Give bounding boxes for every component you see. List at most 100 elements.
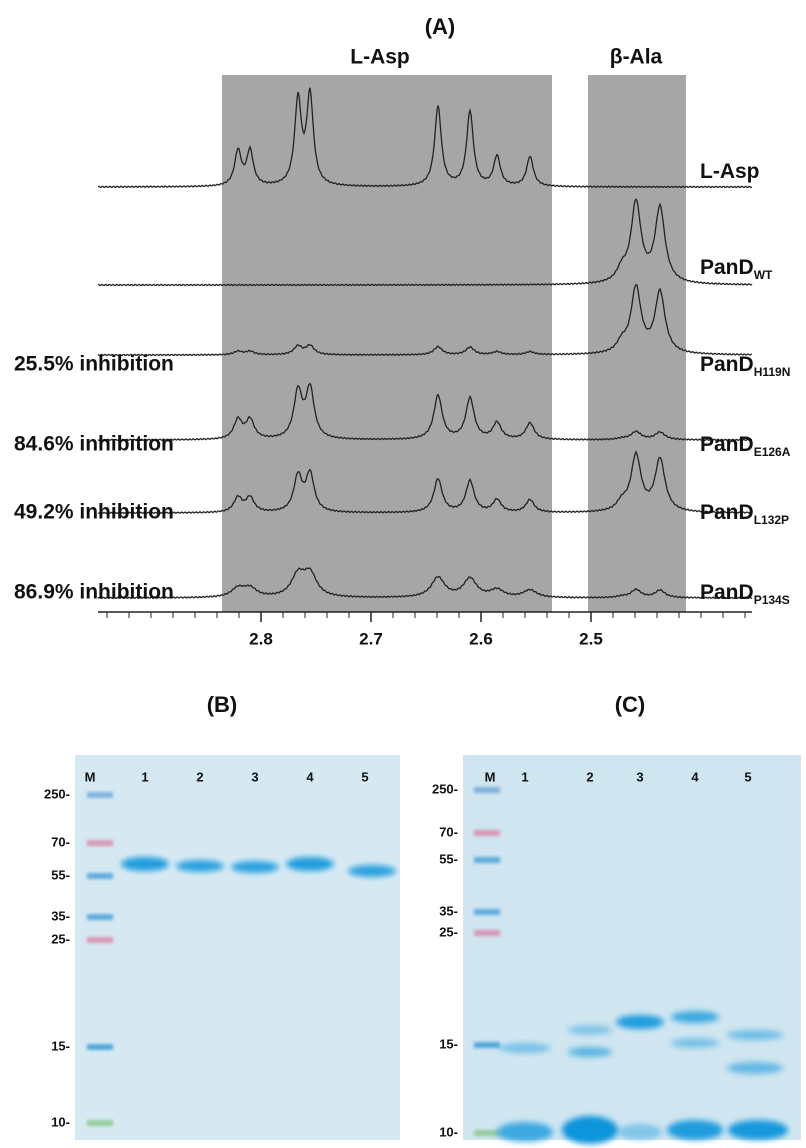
trace-name: PanD (700, 433, 754, 456)
protein-band (727, 1062, 783, 1074)
x-tick-label: 2.5 (579, 629, 603, 648)
ladder-band (474, 787, 500, 793)
region-label: L-Asp (350, 46, 410, 69)
inhibition-label: 86.9% inhibition (14, 581, 174, 604)
b-ala-region (588, 75, 686, 612)
marker-label: 10- (439, 1124, 458, 1139)
marker-label: 250- (432, 781, 458, 796)
spectrum-trace (97, 450, 753, 515)
protein-band (348, 865, 396, 877)
trace-name: PanD (700, 501, 754, 524)
lane-label: 3 (636, 769, 643, 784)
lane-label: 5 (361, 769, 368, 784)
trace-subscript: H119N (754, 365, 791, 379)
gel-c (463, 755, 801, 1140)
ladder-band (474, 830, 500, 836)
trace-label: PanDH119N (700, 353, 790, 380)
ladder-band (87, 914, 113, 920)
marker-label: 25- (51, 931, 70, 946)
protein-band (618, 1124, 662, 1140)
trace-name: L-Asp (700, 160, 760, 183)
spectrum-trace (97, 283, 753, 357)
inhibition-label: 84.6% inhibition (14, 433, 174, 456)
protein-band (568, 1025, 612, 1035)
marker-label: 35- (51, 908, 70, 923)
lane-label: M (485, 769, 496, 784)
ladder-band (474, 1130, 500, 1136)
ladder-band (87, 1120, 113, 1126)
marker-label: 35- (439, 903, 458, 918)
trace-label: PanDL132P (700, 501, 789, 528)
spectrum-trace (97, 382, 753, 442)
panel-title: (A) (425, 14, 456, 39)
spectrum-trace (97, 198, 753, 287)
protein-band (176, 860, 224, 872)
marker-label: 15- (439, 1036, 458, 1051)
lane-label: 4 (691, 769, 699, 784)
protein-band (667, 1120, 723, 1140)
spectrum-trace (97, 567, 753, 600)
protein-band (616, 1015, 664, 1029)
x-tick-label: 2.8 (249, 629, 273, 648)
ladder-band (87, 840, 113, 846)
ladder-band (474, 857, 500, 863)
trace-name: PanD (700, 353, 754, 376)
protein-band (728, 1120, 788, 1140)
protein-band (562, 1116, 618, 1144)
protein-band (497, 1122, 553, 1142)
trace-label: L-Asp (700, 160, 760, 183)
trace-label: PanDE126A (700, 433, 791, 460)
marker-label: 70- (51, 834, 70, 849)
marker-label: 250- (44, 786, 70, 801)
inhibition-label: 49.2% inhibition (14, 501, 174, 524)
inhibition-label: 25.5% inhibition (14, 353, 174, 376)
trace-label: PanDWT (700, 256, 773, 283)
lane-label: 1 (521, 769, 528, 784)
trace-name: PanD (700, 256, 754, 279)
ladder-band (474, 1042, 500, 1048)
lane-label: 5 (744, 769, 751, 784)
x-tick-label: 2.6 (469, 629, 493, 648)
lane-label: 2 (196, 769, 203, 784)
spectrum-trace (97, 87, 753, 189)
protein-band (121, 857, 169, 871)
ladder-band (474, 909, 500, 915)
trace-subscript: WT (754, 268, 773, 282)
protein-band (231, 861, 279, 873)
lane-label: 3 (251, 769, 258, 784)
protein-band (286, 857, 334, 871)
panel-title: (C) (615, 692, 646, 717)
protein-band (499, 1043, 551, 1053)
marker-label: 55- (439, 851, 458, 866)
protein-band (671, 1011, 719, 1023)
marker-label: 55- (51, 867, 70, 882)
marker-label: 25- (439, 924, 458, 939)
marker-label: 15- (51, 1038, 70, 1053)
protein-band (671, 1038, 719, 1048)
x-tick-label: 2.7 (359, 629, 383, 648)
trace-subscript: E126A (754, 445, 791, 459)
trace-subscript: P134S (754, 593, 790, 607)
ladder-band (87, 792, 113, 798)
ladder-band (87, 937, 113, 943)
panel-title: (B) (207, 692, 238, 717)
protein-band (727, 1030, 783, 1040)
marker-label: 70- (439, 824, 458, 839)
region-label: β-Ala (610, 46, 663, 69)
ladder-band (87, 1044, 113, 1050)
ladder-band (87, 873, 113, 879)
lane-label: 4 (306, 769, 314, 784)
marker-label: 10- (51, 1114, 70, 1129)
lane-label: 2 (586, 769, 593, 784)
trace-label: PanDP134S (700, 581, 790, 608)
trace-subscript: L132P (754, 513, 789, 527)
ladder-band (474, 930, 500, 936)
trace-name: PanD (700, 581, 754, 604)
protein-band (568, 1047, 612, 1057)
gel-b (75, 755, 400, 1140)
l-asp-region (222, 75, 552, 612)
lane-label: 1 (141, 769, 148, 784)
lane-label: M (85, 769, 96, 784)
